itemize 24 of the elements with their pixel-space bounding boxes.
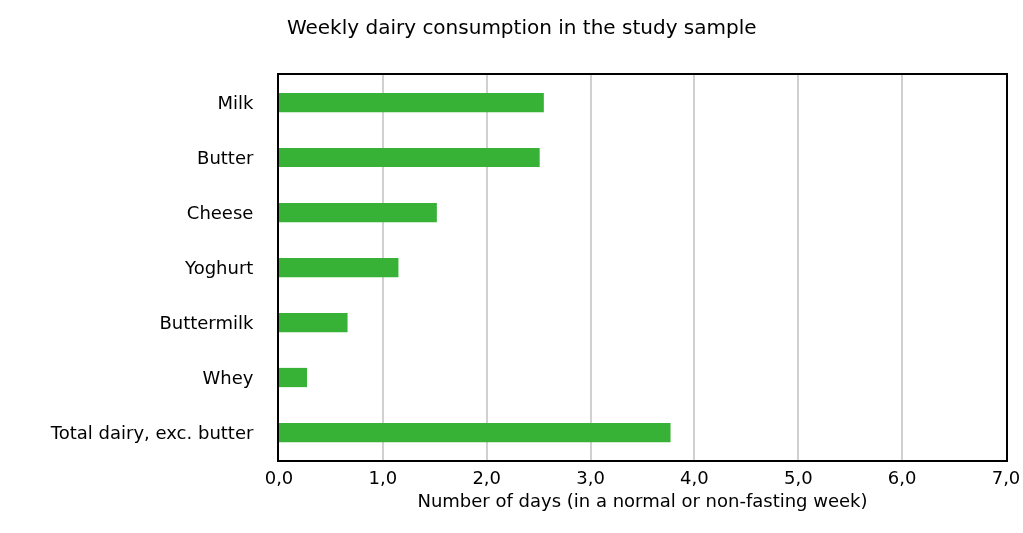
x-tick-label: 2,0 — [472, 466, 502, 488]
y-tick-label: Whey — [202, 366, 254, 388]
bar — [279, 257, 399, 278]
x-tick-label: 0,0 — [264, 466, 294, 488]
x-tick-label: 3,0 — [576, 466, 605, 488]
bar — [279, 367, 308, 388]
x-tick-label: 1,0 — [368, 466, 398, 488]
x-tick-label: 5,0 — [783, 466, 813, 488]
x-axis-title: Number of days (in a normal or non-fasting week) — [417, 490, 868, 512]
bar — [279, 202, 437, 223]
y-tick-label: Milk — [217, 91, 254, 113]
bar — [279, 312, 348, 333]
y-tick-label: Total dairy, exc. butter — [49, 421, 254, 443]
chart-title: Weekly dairy consumption in the study sample — [286, 14, 757, 39]
y-tick-label: Yoghurt — [184, 256, 254, 278]
bar — [279, 422, 671, 443]
x-tick-label: 4,0 — [680, 466, 709, 488]
x-tick-label: 6,0 — [887, 466, 917, 488]
bar — [279, 92, 544, 113]
bar — [279, 147, 540, 168]
x-tick-label: 7,0 — [991, 466, 1021, 488]
y-tick-label: Butter — [197, 146, 254, 168]
y-tick-label: Buttermilk — [159, 311, 254, 333]
y-tick-label: Cheese — [186, 201, 254, 223]
